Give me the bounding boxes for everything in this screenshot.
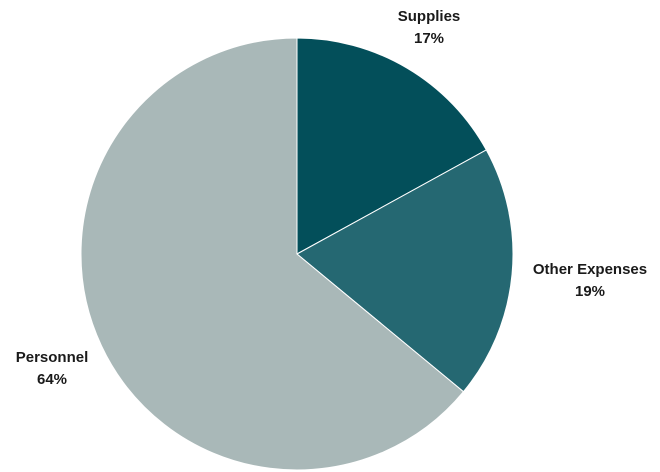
pie-slice-other-expenses [296,149,514,393]
pie-slice-personnel [80,37,465,471]
slice-label-other-expenses: Other Expenses 19% [533,259,647,303]
slice-value-supplies: 17% [413,30,445,47]
slice-label-personnel: Personnel 64% [16,347,89,391]
slice-name-personnel: Personnel [15,349,89,366]
slice-name-supplies: Supplies [397,8,461,25]
slice-label-supplies: Supplies 17% [398,6,461,50]
slice-value-personnel: 64% [36,371,68,388]
pie-slice-supplies [296,37,487,255]
slice-value-other-expenses: 19% [574,283,606,300]
slice-name-other-expenses: Other Expenses [532,261,648,278]
